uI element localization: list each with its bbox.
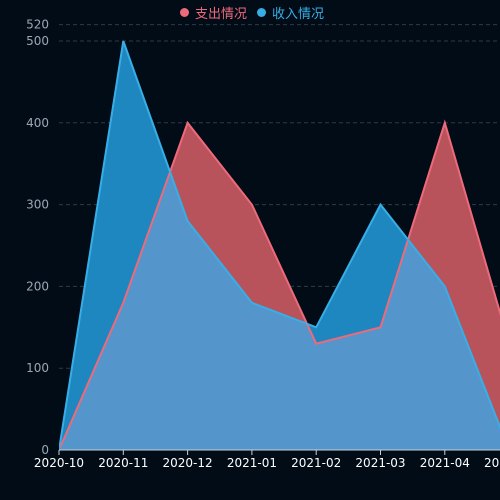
y-tick-label: 200 — [26, 279, 49, 293]
y-tick-label: 0 — [41, 443, 49, 457]
y-tick-label: 100 — [26, 361, 49, 375]
series-line-expense — [59, 119, 500, 450]
x-tick-label: 2020-10 — [34, 456, 84, 470]
series-area-overlap — [59, 171, 500, 450]
legend-dot-icon — [180, 7, 189, 17]
legend-dot-icon — [257, 7, 267, 17]
x-tick-label: 2020-12 — [163, 456, 213, 470]
legend-label-income: 收入情况 — [272, 6, 325, 22]
legend-item-expense[interactable]: 支出情况 — [180, 3, 247, 22]
axes: 0 100 200 300 400 500 520 2020-10 2020-11 2020-12… — [26, 18, 500, 470]
series-lines — [59, 40, 500, 450]
legend-label-expense: 支出情况 — [195, 6, 248, 22]
series-areas — [59, 41, 500, 450]
y-tick-label: 300 — [26, 198, 49, 212]
legend-item-income[interactable]: 收入情况 — [257, 3, 324, 22]
y-tick-label: 500 — [26, 34, 49, 48]
x-tick-label: 2020-11 — [98, 456, 148, 470]
x-tick-label: 2021-01 — [227, 456, 277, 470]
y-tick-label: 400 — [26, 116, 49, 130]
y-tick-label: 520 — [26, 18, 49, 32]
series-line-income — [59, 40, 500, 450]
legend: 支出情况 收入情况 — [180, 2, 324, 22]
x-tick-label: 2021-04 — [420, 456, 470, 470]
x-tick-label: 2021-03 — [355, 456, 405, 470]
x-tick-label: 2021-02 — [291, 456, 341, 470]
x-tick-label: 2021-05 — [484, 456, 500, 470]
